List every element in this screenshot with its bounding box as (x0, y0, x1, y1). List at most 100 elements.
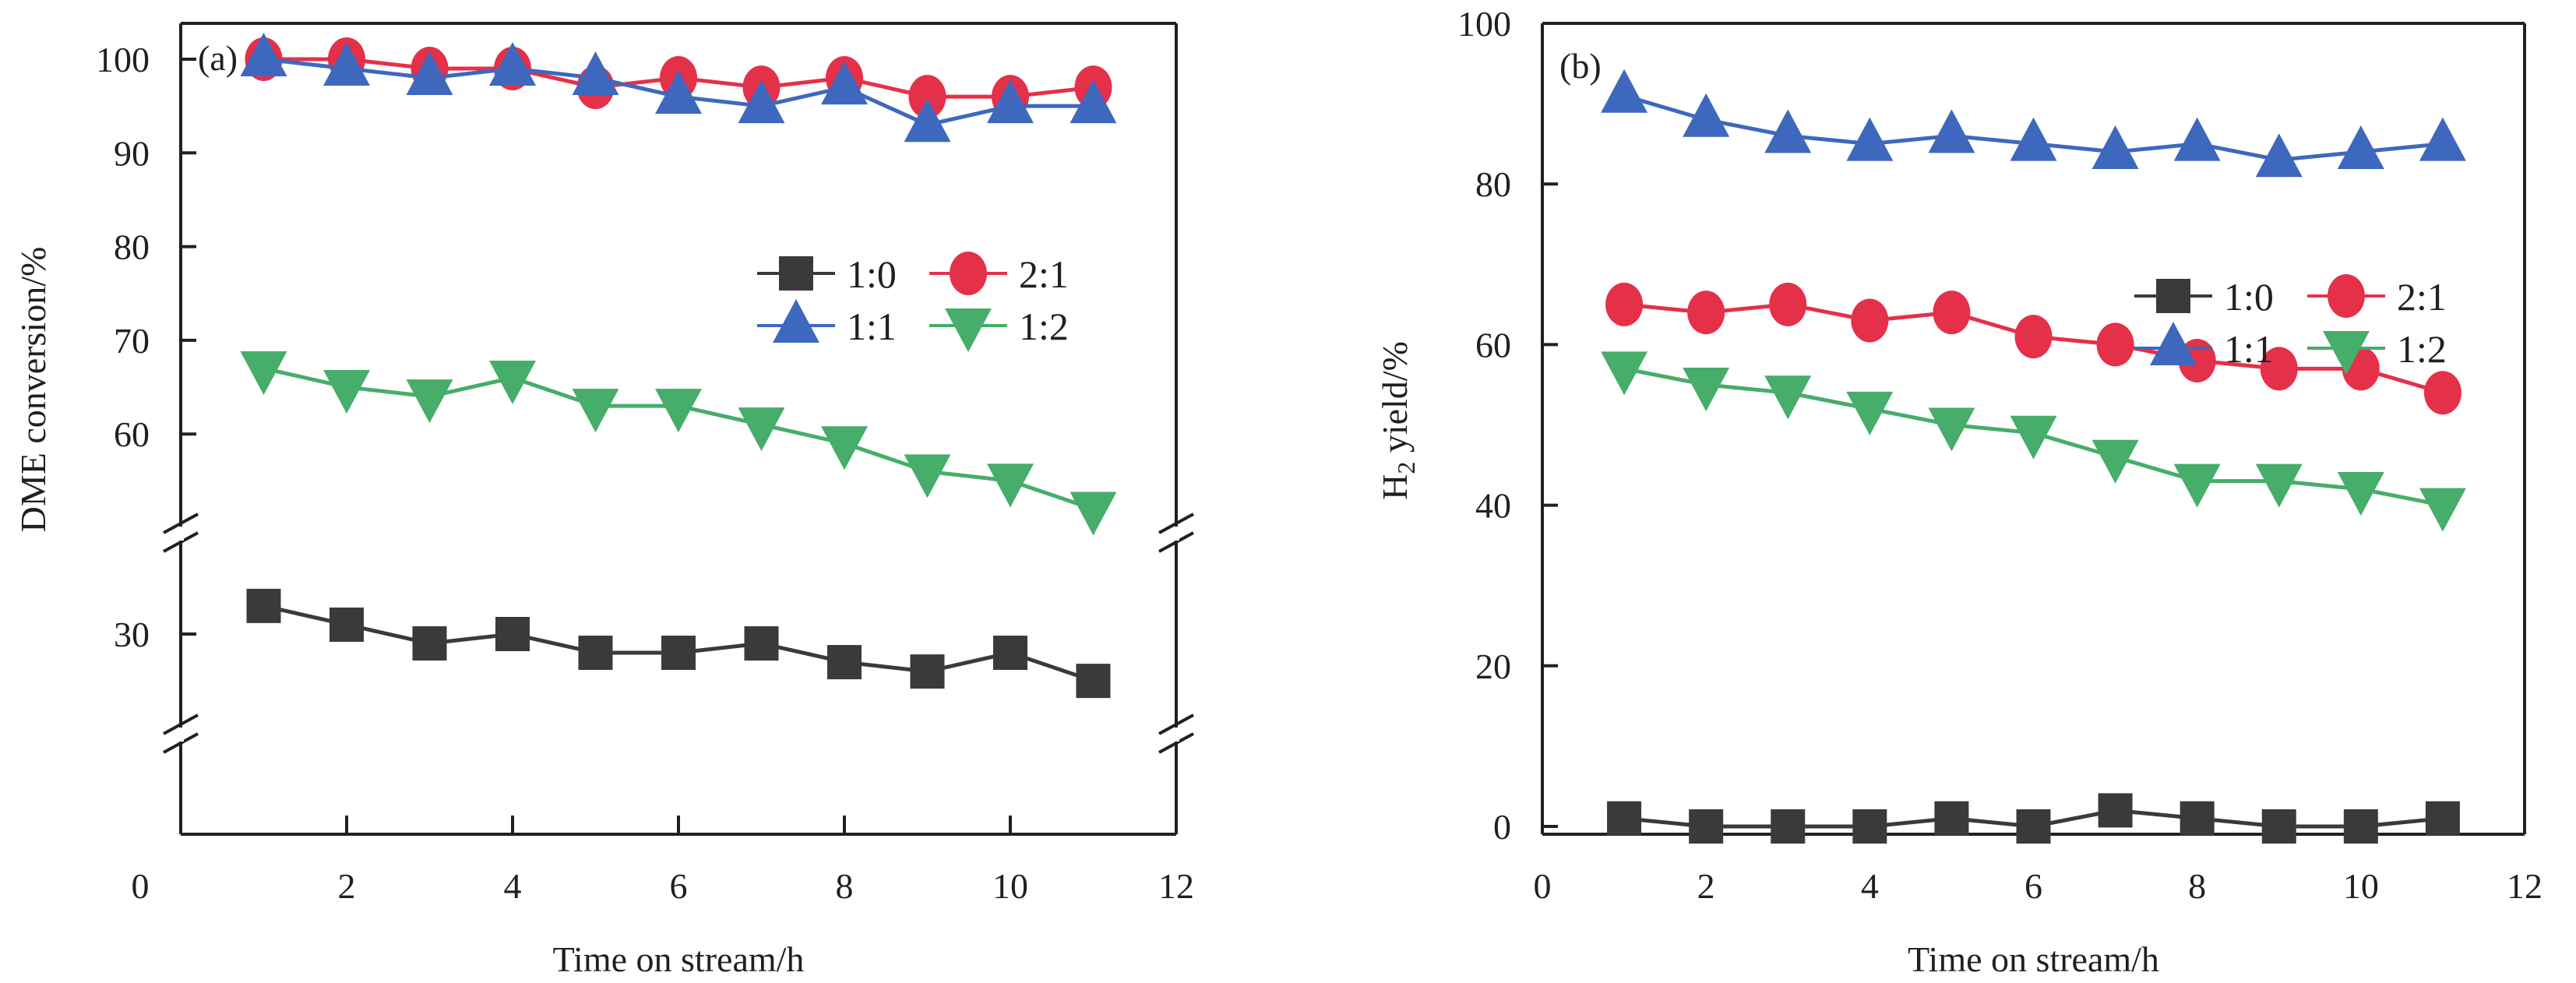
y-tick-label: 40 (1475, 486, 1511, 526)
data-point (655, 70, 702, 115)
data-point (578, 636, 613, 671)
data-point (406, 51, 453, 96)
data-point (2261, 809, 2296, 844)
axis-break-mark (1158, 713, 1194, 735)
legend-label: 1:2 (1019, 305, 1069, 348)
data-point (323, 370, 370, 414)
chart-panel-a: 0 2 4 6 8 10 12 Time on stream/h 60 70 80 90 100 30 DM… (13, 22, 1194, 979)
legend-label: 1:0 (2224, 275, 2274, 319)
y-tick-label: 100 (1457, 4, 1511, 44)
legend-marker (950, 252, 987, 295)
data-point (2425, 801, 2460, 836)
axis-break-mark (163, 513, 199, 534)
data-point (910, 654, 945, 689)
data-point (827, 645, 862, 680)
y-tick-label: 30 (114, 615, 150, 654)
data-point (1846, 391, 1894, 435)
legend-marker (2156, 279, 2190, 313)
legend-label: 2:1 (2397, 275, 2447, 319)
series-1-0 (246, 588, 1111, 699)
data-point (1928, 407, 1975, 452)
x-tick-label: 2 (1697, 866, 1715, 906)
y-tick-label: 80 (114, 227, 150, 267)
series-1-0 (1607, 793, 2460, 844)
data-point (2014, 315, 2053, 359)
data-point (1605, 282, 1644, 326)
data-point (1764, 375, 1812, 420)
panel-label: (b) (1559, 46, 1602, 86)
data-point (2337, 125, 2384, 169)
x-tick-label: 8 (836, 866, 854, 906)
data-point (2173, 117, 2221, 161)
y-tick-label: 80 (1475, 164, 1511, 204)
x-tick-label: 2 (338, 866, 356, 906)
legend-item-2-1: 2:1 (929, 252, 1069, 296)
legend-item-1-0: 1:0 (2134, 275, 2274, 319)
data-point (2091, 439, 2139, 484)
data-point (489, 361, 536, 405)
data-point (2343, 809, 2378, 844)
axis-break-mark (163, 713, 199, 735)
data-point (246, 588, 281, 623)
legend-item-1-1: 1:1 (2134, 322, 2274, 371)
legend-marker (2150, 322, 2197, 365)
data-point (572, 389, 619, 433)
legend-label: 1:0 (847, 252, 897, 296)
legend-label: 2:1 (1019, 252, 1069, 296)
legend-item-2-1: 2:1 (2307, 274, 2447, 319)
data-point (2096, 322, 2134, 367)
x-tick-label: 10 (2343, 866, 2379, 906)
legend: 1:0 2:1 1:1 1:2 (757, 252, 1069, 352)
y-title-main: H (1375, 474, 1415, 500)
data-point (1764, 109, 1812, 153)
data-point (489, 42, 536, 86)
data-point (323, 42, 370, 86)
data-point (904, 98, 951, 143)
data-point (1070, 79, 1117, 124)
legend-marker (945, 308, 992, 352)
data-point (2255, 463, 2303, 508)
data-point (329, 607, 364, 642)
data-point (2337, 471, 2384, 516)
data-point (1683, 93, 1730, 137)
series-1-1 (240, 33, 1117, 143)
y-tick-label: 60 (114, 414, 150, 454)
series-1-2 (1601, 351, 2466, 532)
data-point (1070, 492, 1117, 536)
y-title-subscript: 2 (1392, 462, 1420, 474)
data-point (821, 426, 868, 470)
data-point (240, 351, 287, 395)
axis-break-mark (163, 732, 199, 754)
data-point (1601, 351, 1648, 396)
data-point (1607, 801, 1642, 836)
legend: 1:0 2:1 1:1 1:2 (2134, 274, 2447, 375)
data-point (2419, 117, 2466, 161)
data-point (2260, 347, 2298, 391)
data-point (987, 79, 1034, 124)
y-tick-label: 20 (1475, 647, 1511, 686)
data-point (993, 636, 1027, 671)
data-point (1769, 282, 1807, 326)
data-point (2016, 809, 2051, 844)
data-point (821, 61, 868, 105)
x-tick-label: 0 (132, 866, 150, 906)
x-tick-label: 10 (992, 866, 1028, 906)
axis-break-mark (163, 531, 199, 553)
data-point (2173, 463, 2221, 508)
data-point (661, 636, 696, 671)
data-point (2255, 133, 2303, 178)
y-tick-label: 60 (1475, 325, 1511, 365)
y-tick-label: 70 (114, 321, 150, 361)
data-point (1933, 291, 1971, 335)
data-point (908, 75, 946, 119)
legend-marker (779, 256, 813, 291)
x-tick-label: 4 (504, 866, 522, 906)
data-point (1846, 117, 1894, 161)
data-point (2419, 488, 2466, 532)
data-point (1851, 298, 1889, 343)
data-point (406, 379, 453, 424)
y-tick-label: 0 (1493, 807, 1511, 847)
legend-label: 1:1 (2224, 327, 2274, 371)
data-point (1076, 664, 1111, 699)
data-point (1689, 809, 1724, 844)
